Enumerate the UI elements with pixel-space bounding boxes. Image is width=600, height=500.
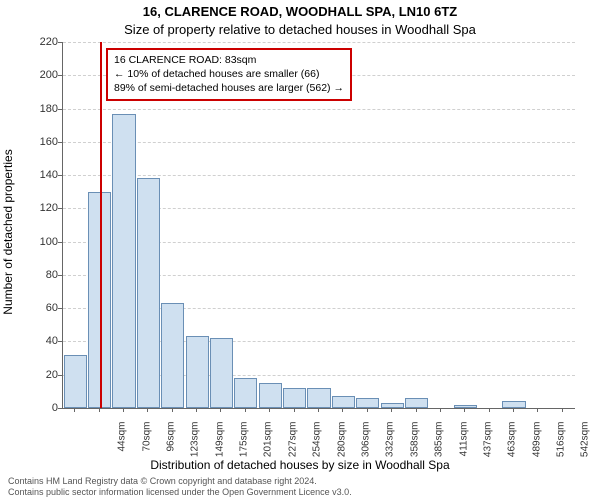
x-tick-mark bbox=[513, 408, 514, 412]
histogram-bar bbox=[454, 405, 477, 408]
histogram-bar bbox=[234, 378, 257, 408]
gridline bbox=[63, 175, 575, 176]
x-tick-label: 227sqm bbox=[287, 422, 298, 472]
footer-line1: Contains HM Land Registry data © Crown c… bbox=[8, 476, 352, 487]
histogram-bar bbox=[161, 303, 184, 408]
y-tick-mark bbox=[58, 375, 62, 376]
x-tick-label: 44sqm bbox=[117, 422, 128, 472]
y-tick-mark bbox=[58, 109, 62, 110]
histogram-bar bbox=[137, 178, 160, 408]
y-tick-mark bbox=[58, 275, 62, 276]
x-tick-mark bbox=[99, 408, 100, 412]
x-tick-mark bbox=[318, 408, 319, 412]
gridline bbox=[63, 142, 575, 143]
x-tick-mark bbox=[367, 408, 368, 412]
gridline bbox=[63, 109, 575, 110]
y-tick-mark bbox=[58, 142, 62, 143]
x-tick-mark bbox=[294, 408, 295, 412]
y-tick-mark bbox=[58, 242, 62, 243]
y-tick-label: 100 bbox=[22, 236, 58, 248]
y-tick-label: 140 bbox=[22, 169, 58, 181]
x-tick-label: 463sqm bbox=[507, 422, 518, 472]
x-tick-mark bbox=[172, 408, 173, 412]
y-axis-title: Number of detached properties bbox=[1, 149, 15, 314]
y-tick-mark bbox=[58, 175, 62, 176]
gridline bbox=[63, 42, 575, 43]
y-tick-label: 60 bbox=[22, 302, 58, 314]
x-tick-label: 385sqm bbox=[434, 422, 445, 472]
x-tick-label: 175sqm bbox=[239, 422, 250, 472]
histogram-bar bbox=[112, 114, 135, 408]
marker-line bbox=[100, 42, 102, 408]
x-tick-label: 96sqm bbox=[165, 422, 176, 472]
x-tick-mark bbox=[196, 408, 197, 412]
histogram-bar bbox=[64, 355, 87, 408]
title-main: 16, CLARENCE ROAD, WOODHALL SPA, LN10 6T… bbox=[0, 4, 600, 19]
y-tick-label: 180 bbox=[22, 103, 58, 115]
x-tick-label: 358sqm bbox=[409, 422, 420, 472]
y-tick-mark bbox=[58, 408, 62, 409]
footer: Contains HM Land Registry data © Crown c… bbox=[8, 476, 352, 499]
histogram-bar bbox=[210, 338, 233, 408]
y-tick-mark bbox=[58, 308, 62, 309]
x-tick-label: 516sqm bbox=[556, 422, 567, 472]
y-tick-label: 40 bbox=[22, 335, 58, 347]
footer-line2: Contains public sector information licen… bbox=[8, 487, 352, 498]
x-tick-mark bbox=[537, 408, 538, 412]
x-tick-label: 489sqm bbox=[531, 422, 542, 472]
y-tick-mark bbox=[58, 75, 62, 76]
x-tick-label: 306sqm bbox=[361, 422, 372, 472]
y-tick-label: 120 bbox=[22, 202, 58, 214]
x-tick-label: 254sqm bbox=[312, 422, 323, 472]
x-tick-label: 201sqm bbox=[263, 422, 274, 472]
annotation-line3: 89% of semi-detached houses are larger (… bbox=[114, 81, 344, 95]
histogram-bar bbox=[502, 401, 525, 408]
x-tick-mark bbox=[342, 408, 343, 412]
x-tick-label: 437sqm bbox=[482, 422, 493, 472]
histogram-bar bbox=[283, 388, 306, 408]
x-tick-mark bbox=[464, 408, 465, 412]
x-tick-mark bbox=[489, 408, 490, 412]
histogram-bar bbox=[259, 383, 282, 408]
chart-container: 16, CLARENCE ROAD, WOODHALL SPA, LN10 6T… bbox=[0, 0, 600, 500]
histogram-bar bbox=[332, 396, 355, 408]
x-tick-mark bbox=[147, 408, 148, 412]
x-tick-label: 542sqm bbox=[580, 422, 591, 472]
y-tick-mark bbox=[58, 208, 62, 209]
histogram-bar bbox=[186, 336, 209, 408]
x-tick-mark bbox=[220, 408, 221, 412]
x-tick-label: 149sqm bbox=[214, 422, 225, 472]
y-tick-label: 220 bbox=[22, 36, 58, 48]
x-tick-mark bbox=[74, 408, 75, 412]
x-tick-mark bbox=[416, 408, 417, 412]
x-tick-label: 332sqm bbox=[385, 422, 396, 472]
x-tick-label: 280sqm bbox=[336, 422, 347, 472]
annotation-line2: ← 10% of detached houses are smaller (66… bbox=[114, 67, 344, 81]
histogram-bar bbox=[356, 398, 379, 408]
title-sub: Size of property relative to detached ho… bbox=[0, 22, 600, 37]
x-tick-mark bbox=[391, 408, 392, 412]
annotation-line1: 16 CLARENCE ROAD: 83sqm bbox=[114, 53, 344, 67]
x-tick-label: 123sqm bbox=[190, 422, 201, 472]
y-tick-label: 0 bbox=[22, 402, 58, 414]
y-tick-label: 160 bbox=[22, 136, 58, 148]
x-tick-mark bbox=[245, 408, 246, 412]
x-tick-label: 70sqm bbox=[141, 422, 152, 472]
x-tick-mark bbox=[562, 408, 563, 412]
annotation-box: 16 CLARENCE ROAD: 83sqm ← 10% of detache… bbox=[106, 48, 352, 101]
y-tick-label: 80 bbox=[22, 269, 58, 281]
y-tick-mark bbox=[58, 42, 62, 43]
x-tick-mark bbox=[269, 408, 270, 412]
x-tick-mark bbox=[123, 408, 124, 412]
x-tick-mark bbox=[440, 408, 441, 412]
y-tick-mark bbox=[58, 341, 62, 342]
x-tick-label: 411sqm bbox=[458, 422, 469, 472]
histogram-bar bbox=[405, 398, 428, 408]
y-tick-label: 200 bbox=[22, 69, 58, 81]
histogram-bar bbox=[307, 388, 330, 408]
y-tick-label: 20 bbox=[22, 369, 58, 381]
